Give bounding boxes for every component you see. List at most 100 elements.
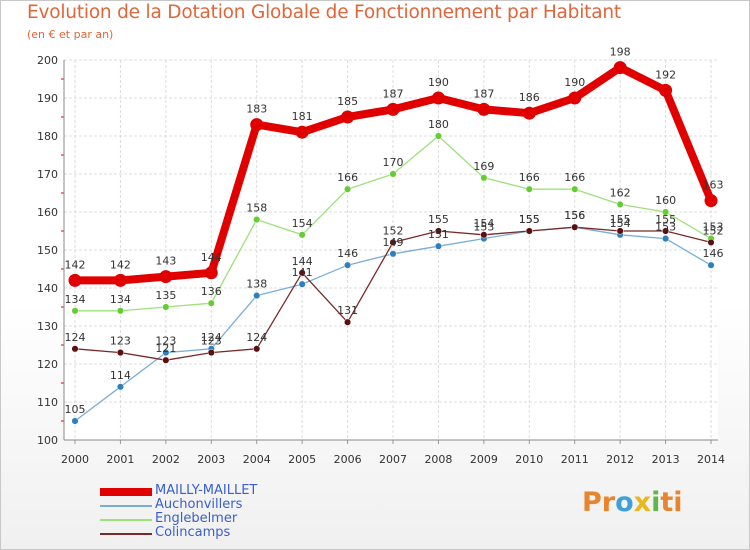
- data-point: [568, 91, 582, 105]
- chart-subtitle: (en € et par an): [27, 28, 114, 41]
- data-point: [298, 231, 306, 239]
- data-point: [295, 125, 309, 139]
- data-point: [522, 106, 536, 120]
- logo-letter: Pr: [582, 487, 616, 518]
- data-point: [389, 238, 397, 246]
- logo-letter: x: [633, 487, 652, 518]
- data-point: [253, 345, 261, 353]
- data-point: [434, 242, 442, 250]
- data-label: 124: [246, 331, 267, 344]
- data-point: [341, 110, 355, 124]
- data-point: [707, 261, 715, 269]
- data-point: [344, 185, 352, 193]
- legend-label: Englebelmer: [155, 511, 238, 526]
- data-point: [431, 91, 445, 105]
- data-point: [389, 170, 397, 178]
- x-tick-label: 2014: [697, 453, 725, 466]
- x-tick-label: 2013: [652, 453, 680, 466]
- data-label: 134: [110, 293, 131, 306]
- data-point: [71, 307, 79, 315]
- data-label: 134: [65, 293, 86, 306]
- x-tick-label: 2003: [197, 453, 225, 466]
- data-point: [662, 227, 670, 235]
- data-label: 190: [564, 76, 585, 89]
- data-label: 124: [65, 331, 86, 344]
- data-label: 121: [155, 342, 176, 355]
- data-label: 131: [337, 304, 358, 317]
- data-point: [477, 102, 491, 116]
- data-label: 186: [519, 91, 540, 104]
- data-label: 152: [703, 224, 724, 237]
- data-label: 155: [428, 213, 449, 226]
- data-label: 151: [428, 228, 449, 241]
- data-point: [207, 299, 215, 307]
- data-point: [298, 269, 306, 277]
- data-label: 142: [110, 258, 131, 271]
- x-tick-label: 2002: [152, 453, 180, 466]
- legend-swatch: [100, 488, 152, 496]
- data-label: 190: [428, 76, 449, 89]
- y-tick-label: 170: [37, 168, 58, 181]
- x-tick-label: 2000: [61, 453, 89, 466]
- y-tick-label: 180: [37, 130, 58, 143]
- data-point: [480, 231, 488, 239]
- logo-letter: ti: [660, 487, 683, 518]
- data-label: 185: [337, 95, 358, 108]
- data-label: 170: [383, 156, 404, 169]
- data-point: [571, 223, 579, 231]
- data-point: [253, 292, 261, 300]
- data-label: 162: [610, 186, 631, 199]
- data-point: [344, 318, 352, 326]
- data-label: 187: [383, 87, 404, 100]
- legend-item: Colincamps: [100, 525, 320, 541]
- legend-swatch: [100, 519, 152, 521]
- data-point: [159, 270, 173, 284]
- data-label: 169: [473, 160, 494, 173]
- y-tick-label: 200: [37, 54, 58, 67]
- data-label: 114: [110, 369, 131, 382]
- y-tick-label: 120: [37, 358, 58, 371]
- legend-item: Auchonvillers: [100, 497, 320, 513]
- x-tick-label: 2010: [515, 453, 543, 466]
- x-tick-label: 2011: [561, 453, 589, 466]
- data-point: [162, 349, 170, 357]
- data-point: [71, 345, 79, 353]
- data-label: 153: [655, 221, 676, 234]
- data-point: [113, 273, 127, 287]
- data-label: 154: [473, 217, 494, 230]
- data-point: [71, 417, 79, 425]
- data-label: 155: [655, 213, 676, 226]
- data-label: 149: [383, 236, 404, 249]
- x-tick-label: 2004: [243, 453, 271, 466]
- data-point: [162, 303, 170, 311]
- data-label: 141: [292, 266, 313, 279]
- data-label: 181: [292, 110, 313, 123]
- legend-swatch: [100, 533, 152, 535]
- data-label: 144: [292, 255, 313, 268]
- data-label: 152: [383, 224, 404, 237]
- proxiti-logo: Proxiti: [582, 487, 683, 518]
- data-point: [662, 235, 670, 243]
- x-tick-label: 2012: [606, 453, 634, 466]
- data-label: 183: [246, 103, 267, 116]
- data-point: [613, 61, 627, 75]
- data-label: 155: [519, 213, 540, 226]
- data-label: 153: [703, 221, 724, 234]
- x-tick-label: 2009: [470, 453, 498, 466]
- data-label: 166: [519, 171, 540, 184]
- data-label: 166: [564, 171, 585, 184]
- data-label: 153: [473, 221, 494, 234]
- x-tick-label: 2005: [288, 453, 316, 466]
- data-label: 158: [246, 202, 267, 215]
- data-label: 142: [65, 258, 86, 271]
- data-point: [659, 83, 673, 97]
- data-label: 146: [337, 247, 358, 260]
- data-label: 124: [201, 331, 222, 344]
- data-point: [707, 238, 715, 246]
- data-point: [525, 227, 533, 235]
- data-label: 144: [201, 251, 222, 264]
- data-point: [68, 273, 82, 287]
- data-label: 155: [519, 213, 540, 226]
- data-point: [386, 102, 400, 116]
- y-tick-label: 100: [37, 434, 58, 447]
